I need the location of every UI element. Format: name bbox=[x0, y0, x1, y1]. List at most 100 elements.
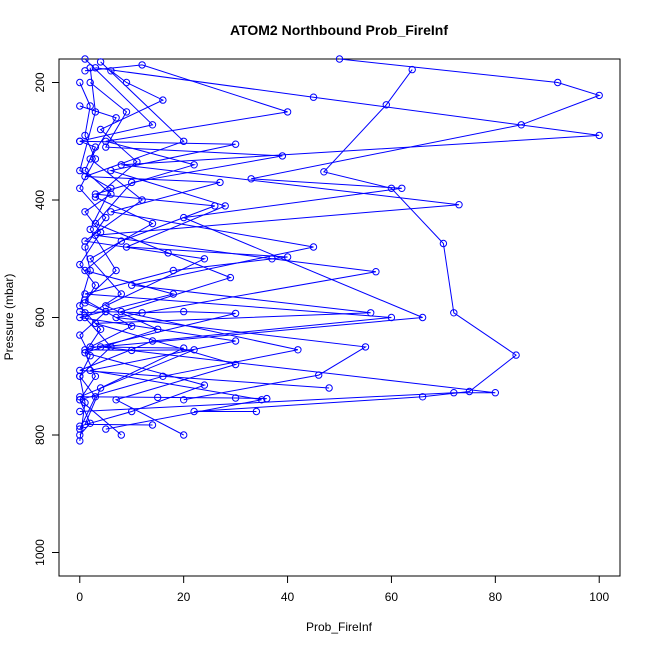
data-point bbox=[91, 155, 100, 163]
series-line bbox=[79, 58, 392, 389]
data-point bbox=[367, 309, 375, 317]
data-point bbox=[128, 322, 136, 330]
data-point bbox=[112, 313, 120, 322]
y-axis-label: Pressure (mbar) bbox=[2, 274, 16, 361]
data-point bbox=[81, 55, 89, 63]
data-point bbox=[107, 67, 115, 75]
data-point bbox=[86, 64, 94, 72]
series-line bbox=[84, 61, 371, 436]
data-point bbox=[387, 184, 396, 193]
series-line bbox=[194, 69, 517, 412]
series-7 bbox=[81, 58, 375, 439]
data-point bbox=[76, 313, 84, 322]
x-axis-label: Prob_FireInf bbox=[306, 620, 373, 634]
data-point bbox=[76, 372, 84, 380]
data-point bbox=[335, 55, 344, 63]
data-point bbox=[128, 281, 136, 289]
data-point bbox=[112, 114, 120, 122]
data-point bbox=[263, 394, 271, 403]
data-point bbox=[247, 175, 255, 183]
data-point bbox=[439, 239, 448, 248]
data-point bbox=[180, 344, 188, 352]
data-point bbox=[309, 93, 318, 101]
data-point bbox=[81, 399, 89, 407]
data-point bbox=[450, 309, 458, 317]
data-point bbox=[387, 313, 396, 322]
data-point bbox=[154, 393, 162, 402]
data-point bbox=[180, 431, 188, 439]
data-point bbox=[96, 58, 105, 66]
data-point bbox=[190, 161, 198, 169]
data-point bbox=[86, 255, 94, 263]
series-line bbox=[79, 70, 165, 430]
data-point bbox=[180, 396, 188, 404]
data-point bbox=[455, 201, 463, 209]
data-point bbox=[252, 407, 261, 416]
data-point bbox=[102, 307, 110, 316]
series-4 bbox=[190, 65, 520, 416]
data-point bbox=[283, 108, 292, 116]
chart-title: ATOM2 Northbound Prob_FireInf bbox=[230, 22, 448, 38]
x-tick-label: 80 bbox=[489, 590, 503, 604]
data-point bbox=[159, 96, 167, 104]
data-point bbox=[315, 371, 323, 379]
series-8 bbox=[76, 102, 209, 430]
x-tick-label: 100 bbox=[589, 590, 609, 604]
data-point bbox=[221, 202, 229, 210]
data-point bbox=[96, 325, 105, 333]
data-point bbox=[231, 309, 240, 318]
data-point bbox=[86, 155, 94, 163]
data-point bbox=[81, 420, 89, 429]
data-point bbox=[96, 228, 105, 237]
data-point bbox=[418, 393, 427, 401]
data-point bbox=[86, 225, 94, 234]
data-point bbox=[128, 346, 136, 355]
data-point bbox=[91, 143, 100, 151]
y-tick-label: 400 bbox=[33, 190, 47, 210]
data-point bbox=[148, 121, 157, 129]
data-point bbox=[81, 266, 89, 275]
series-3 bbox=[91, 64, 603, 404]
data-point bbox=[231, 140, 240, 148]
data-point bbox=[102, 143, 110, 151]
data-point bbox=[91, 64, 100, 72]
data-point bbox=[76, 331, 84, 339]
data-point bbox=[283, 253, 292, 261]
data-point bbox=[81, 313, 89, 322]
x-tick-label: 0 bbox=[76, 590, 83, 604]
x-tick-label: 20 bbox=[177, 590, 191, 604]
data-point bbox=[226, 273, 235, 282]
series-9 bbox=[76, 67, 167, 433]
data-point bbox=[102, 213, 110, 222]
data-point bbox=[76, 393, 84, 401]
data-point bbox=[86, 78, 94, 87]
data-point bbox=[325, 384, 333, 392]
data-point bbox=[491, 389, 499, 397]
y-tick-label: 800 bbox=[33, 425, 47, 445]
data-point bbox=[91, 108, 100, 116]
data-point bbox=[138, 196, 146, 204]
data-point bbox=[554, 78, 562, 87]
data-point bbox=[91, 219, 100, 228]
data-point bbox=[278, 152, 287, 160]
data-point bbox=[190, 407, 198, 416]
data-point bbox=[309, 243, 318, 251]
x-tick-label: 40 bbox=[281, 590, 295, 604]
data-point bbox=[465, 387, 474, 396]
data-point bbox=[216, 178, 224, 187]
data-point bbox=[86, 419, 94, 427]
data-point bbox=[148, 421, 157, 429]
data-point bbox=[128, 178, 136, 187]
data-point bbox=[138, 61, 146, 69]
data-point bbox=[81, 208, 89, 216]
data-point bbox=[76, 425, 84, 433]
data-point bbox=[112, 266, 120, 275]
data-point bbox=[231, 394, 240, 402]
data-point bbox=[595, 131, 603, 140]
data-point bbox=[200, 381, 209, 389]
data-point bbox=[180, 307, 188, 316]
data-point bbox=[107, 184, 115, 193]
data-point bbox=[122, 78, 131, 87]
data-point bbox=[91, 281, 100, 289]
